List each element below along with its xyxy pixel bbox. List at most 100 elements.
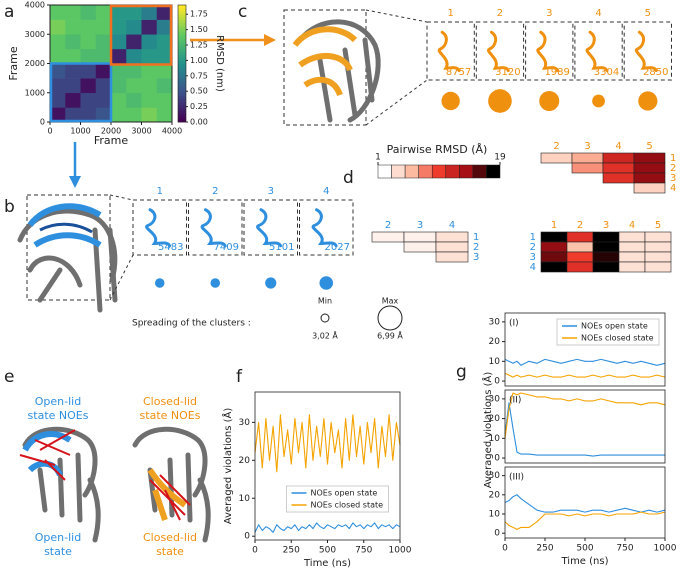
cluster-structure (486, 30, 510, 73)
y-tick-label: 30 (489, 394, 501, 404)
cluster-label: 5 (645, 8, 651, 19)
matrix-row-label: 4 (530, 262, 536, 273)
series-line (504, 358, 666, 366)
series-line (504, 402, 665, 457)
cluster-label: 2 (497, 8, 503, 19)
cluster-label: 2 (212, 186, 218, 197)
series-line (254, 522, 401, 533)
x-tick-label: 1000 (654, 544, 677, 554)
heatmap-cell (111, 63, 127, 79)
colorbar-step (178, 66, 186, 70)
colorbar-step (178, 22, 186, 26)
panel-label: d (343, 168, 354, 188)
heatmap-cell (50, 63, 66, 79)
heatmap-cell (50, 19, 66, 35)
cluster-spread-dot (154, 278, 165, 288)
colorbar-step (178, 95, 186, 99)
x-tick-label: 0 (502, 544, 508, 554)
matrix-cell (435, 231, 469, 243)
colorbar-step (178, 34, 186, 38)
subplot-label: (II) (509, 396, 521, 406)
y-tick-label: 30 (489, 317, 501, 327)
matrix-cell (566, 231, 594, 243)
colorbar-frame (177, 4, 187, 123)
matrix-cell (566, 261, 594, 273)
x-tick-label: 3000 (131, 127, 151, 136)
colorbar-step (178, 25, 186, 29)
series-line (504, 511, 666, 530)
matrix-cell (602, 152, 635, 164)
spread-legend-value: 6,99 Å (377, 330, 403, 341)
x-tick-label: 500 (576, 544, 593, 554)
cluster-count: 8757 (446, 67, 471, 78)
heatmap-cell (65, 78, 81, 94)
cluster-count: 7409 (214, 242, 239, 253)
heatmap-cell (126, 78, 142, 94)
cluster-spread-dot (210, 278, 221, 288)
matrix-cell (403, 231, 437, 243)
matrix-row-label: 3 (473, 252, 479, 263)
colorbar-step (178, 72, 186, 76)
y-tick-label: 3000 (25, 30, 45, 39)
heatmap-cell (141, 107, 158, 123)
panel-label: a (4, 2, 14, 22)
x-tick-label: 750 (355, 546, 372, 556)
matrix-cell (571, 162, 604, 174)
cluster-spread-dot (319, 276, 334, 290)
matrix-col-label: 3 (417, 220, 423, 231)
cluster-structure (256, 208, 283, 248)
colorbar-step (178, 98, 186, 102)
x-tick-label: 4000 (162, 127, 182, 136)
heatmap-cell (80, 48, 97, 64)
cluster-count: 2850 (643, 67, 668, 78)
heatmap-cell (141, 78, 158, 94)
colorbar-step (178, 69, 186, 73)
cluster-box (243, 199, 298, 256)
heatmap-cell (111, 78, 127, 94)
heatmap-cell (80, 92, 97, 108)
colorbar-step (178, 48, 186, 53)
matrix-col-label: 2 (385, 220, 391, 231)
y-tick-label: 4000 (25, 1, 45, 10)
matrix-col-label: 2 (577, 220, 583, 231)
cluster-box (525, 21, 574, 81)
colorbar-tick-label: 0.25 (190, 102, 208, 111)
colorbar-step (178, 57, 186, 61)
cluster-structure (145, 208, 172, 248)
heatmap-cell (141, 92, 158, 108)
y-tick-label: 1000 (25, 88, 45, 97)
heatmap-cell (50, 107, 66, 123)
heatmap-cell (50, 92, 66, 108)
colorbar-step (486, 164, 501, 179)
matrix-cell (435, 241, 469, 253)
matrix-cell (540, 152, 573, 164)
colorbar-label: RMSD (nm) (214, 35, 225, 92)
matrix-row-label: 1 (530, 232, 536, 243)
heatmap-cell (65, 5, 81, 20)
colorbar-step (178, 104, 186, 108)
colorbar-step (178, 28, 186, 32)
cluster-count: 2027 (325, 242, 350, 253)
heatmap-cell (111, 34, 127, 50)
cluster-label: 4 (595, 8, 601, 19)
panel-e-texts: Open-lid state NOEs Closed-lid state NOE… (28, 395, 201, 558)
colorbar-step (178, 78, 186, 82)
legend-label: NOEs open state (311, 489, 378, 498)
y-tick-label: 10 (489, 434, 501, 444)
y-axis-label: Averaged violations (Å) (481, 372, 494, 489)
matrix-cell (435, 251, 469, 263)
heatmap-cell (156, 63, 173, 79)
heatmap-cell (156, 19, 173, 35)
y-axis-label: Averaged violations (Å) (221, 408, 234, 525)
cluster-box (623, 21, 673, 81)
x-tick-label: 750 (616, 544, 633, 554)
colorbar-step (178, 63, 186, 67)
matrix-col-label: 1 (551, 220, 557, 231)
colorbar-step (178, 51, 186, 56)
cluster-count: 3304 (594, 67, 619, 78)
heatmap-cell (126, 92, 142, 108)
heatmap-cell (65, 19, 81, 35)
heatmap-cell (141, 5, 158, 20)
colorbar-step (178, 7, 186, 12)
colorbar-step (178, 54, 186, 59)
